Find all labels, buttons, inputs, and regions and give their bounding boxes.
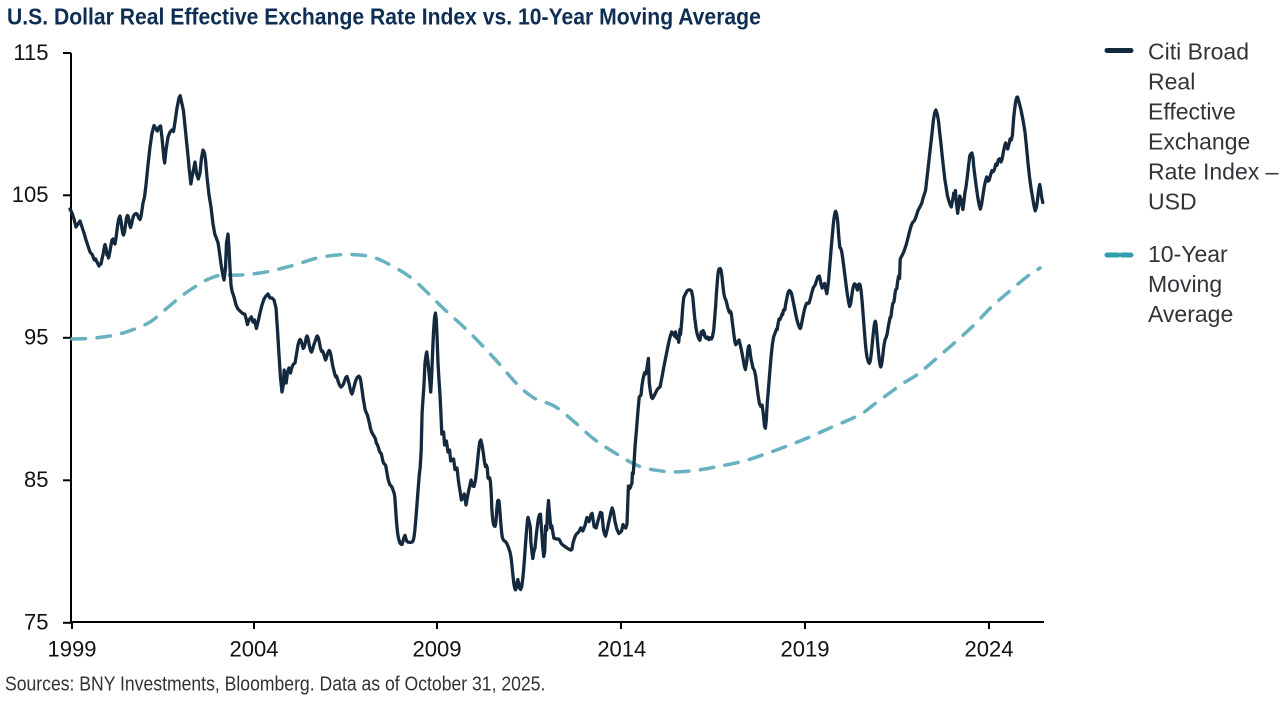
svg-text:75: 75	[24, 610, 48, 635]
svg-text:2024: 2024	[965, 636, 1014, 661]
svg-text:Real: Real	[1148, 69, 1195, 95]
svg-text:U.S. Dollar Real Effective Exc: U.S. Dollar Real Effective Exchange Rate…	[7, 3, 761, 29]
svg-text:Effective: Effective	[1148, 99, 1236, 125]
svg-text:105: 105	[12, 182, 49, 207]
svg-text:115: 115	[13, 40, 48, 65]
svg-text:2009: 2009	[413, 636, 462, 661]
svg-text:10-Year: 10-Year	[1148, 241, 1228, 267]
svg-text:Rate Index –: Rate Index –	[1148, 159, 1279, 185]
svg-text:1999: 1999	[48, 636, 97, 661]
svg-text:2014: 2014	[597, 636, 646, 661]
svg-text:2019: 2019	[781, 636, 830, 661]
svg-text:2004: 2004	[230, 636, 279, 661]
svg-text:Citi Broad: Citi Broad	[1148, 39, 1249, 65]
svg-text:Moving: Moving	[1148, 271, 1222, 297]
svg-text:Exchange: Exchange	[1148, 129, 1250, 155]
svg-text:USD: USD	[1148, 189, 1197, 215]
svg-text:Sources: BNY Investments, Bloo: Sources: BNY Investments, Bloomberg. Dat…	[5, 672, 545, 694]
svg-text:Average: Average	[1148, 301, 1233, 327]
svg-text:85: 85	[24, 467, 48, 492]
svg-text:95: 95	[24, 325, 48, 350]
